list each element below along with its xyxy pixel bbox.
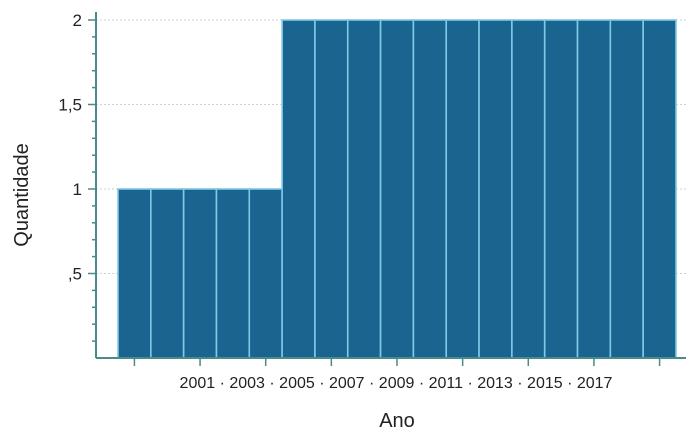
y-tick-label: 2 [73,11,82,30]
bar-2014 [543,19,579,359]
bar-2007 [314,19,349,359]
bar-2001 [117,188,152,359]
bar-2008 [346,19,382,359]
bar-2017 [642,19,677,359]
x-axis-title: Ano [379,410,415,432]
bar-2011 [445,19,480,359]
y-tick-label: ,5 [68,265,82,284]
y-tick-label: 1 [73,180,82,199]
bar-2015 [576,19,612,359]
bar-2013 [511,19,546,359]
x-tick-labels: 2001 · 2003 · 2005 · 2007 · 2009 · 2011 … [180,375,613,392]
y-tick-label: 1,5 [58,96,82,115]
bar-2005 [248,188,283,359]
axes [88,12,686,366]
bar-2004 [215,188,251,359]
bar-2006 [281,19,316,359]
bar-2003 [182,188,218,359]
bar-2010 [412,19,448,359]
y-axis-title: Quantidade [11,143,33,246]
bar-2002 [150,188,185,359]
bar-2016 [609,19,644,359]
bar-2009 [379,19,415,359]
bar-2012 [478,19,513,359]
bars [117,19,677,359]
y-tick-labels: ,5 1 1,5 2 [58,11,82,284]
